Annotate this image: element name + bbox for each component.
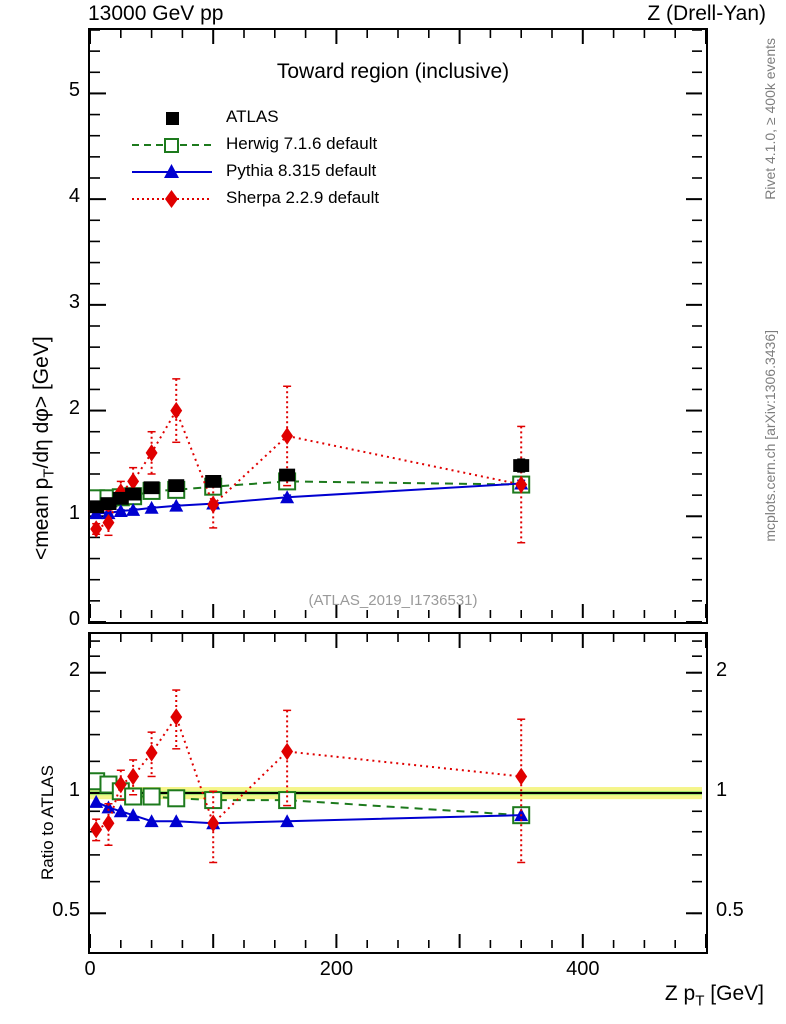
y-tick-label-ratio: 1 [68, 779, 80, 801]
legend-label-atlas: ATLAS [226, 107, 279, 126]
header-beam-label: 13000 GeV pp [88, 2, 224, 25]
y-tick-label-ratio: 2 [68, 658, 80, 681]
x-axis-label-sub: T [695, 992, 705, 1010]
x-tick-label: 0 [84, 958, 96, 980]
legend-symbol-sherpa [132, 190, 212, 208]
y-tick-label-main: 3 [68, 290, 80, 313]
header-process-label: Z (Drell-Yan) [647, 2, 766, 25]
legend-label-sherpa: Sherpa 2.2.9 default [226, 188, 380, 207]
x-axis-label-pre: Z p [664, 982, 696, 1005]
legend-label-herwig: Herwig 7.1.6 default [226, 134, 378, 153]
y-tick-label-ratio: 1 [716, 779, 728, 801]
x-tick-label: 200 [319, 958, 354, 980]
legend-symbol-herwig [132, 138, 212, 153]
y-axis-label-main-sub: T [40, 468, 58, 478]
y-tick-label-main: 2 [68, 396, 80, 419]
y-tick-label-ratio: 0.5 [716, 899, 744, 922]
y-tick-label-main: 0 [68, 608, 80, 630]
ratio-plot-panel [88, 632, 708, 954]
x-tick-label: 400 [566, 958, 600, 980]
main-plot-canvas [90, 30, 706, 622]
y-tick-label-ratio: 0.5 [52, 899, 80, 922]
main-plot-panel [88, 28, 708, 624]
y-tick-label-main: 5 [68, 79, 80, 102]
y-tick-label-main: 1 [68, 502, 80, 525]
x-axis-label-post: [GeV] [704, 982, 764, 1005]
y-axis-label-main: <mean pT/dη dφ> [GeV] [30, 336, 57, 560]
legend-symbol-atlas [166, 112, 179, 125]
ratio-plot-canvas [90, 634, 706, 948]
plot-title: Toward region (inclusive) [276, 60, 510, 83]
legend-label-pythia: Pythia 8.315 default [226, 161, 377, 180]
analysis-watermark: (ATLAS_2019_I1736531) [308, 592, 478, 609]
y-tick-label-main: 4 [68, 185, 80, 208]
x-axis-label: Z pT [GeV] [665, 982, 764, 1009]
legend-symbol-pythia [132, 164, 212, 178]
y-tick-label-ratio: 2 [716, 658, 728, 681]
credit-mcplots: mcplots.cern.ch [arXiv:1306.3436] [762, 330, 778, 542]
